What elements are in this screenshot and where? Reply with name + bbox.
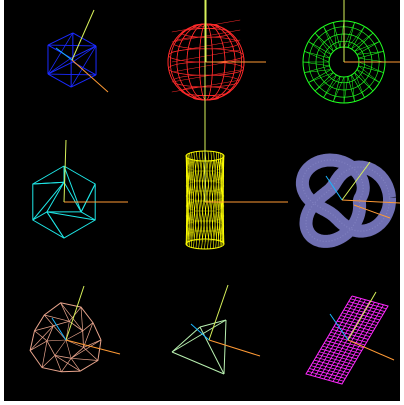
axis-y (208, 284, 229, 341)
axis-y (63, 139, 67, 203)
wire-plane[interactable] (305, 295, 389, 385)
axis-z (55, 47, 73, 61)
axis-x (65, 339, 121, 355)
3d-scene[interactable] (4, 0, 400, 401)
wire-cube[interactable] (47, 32, 97, 88)
wire-geosphere[interactable] (29, 302, 102, 373)
axis-x-secondary (353, 204, 391, 219)
gizmo-axes (190, 284, 261, 357)
axis-x (347, 339, 395, 361)
gizmo-axes (204, 0, 288, 203)
axis-y (65, 285, 85, 341)
axis-y (347, 291, 377, 341)
wire-icosahedron[interactable] (32, 165, 96, 239)
axis-z (329, 313, 349, 341)
gizmo-axes (55, 9, 109, 93)
gizmo-axes (325, 161, 400, 204)
axis-x (208, 339, 261, 357)
gizmo-axes (329, 291, 395, 361)
axis-y (71, 9, 95, 61)
axis-z (190, 323, 210, 341)
gizmo-axes (343, 0, 400, 63)
gizmo-axes (51, 285, 121, 355)
axis-x (71, 59, 109, 93)
3d-viewport[interactable] (4, 0, 400, 401)
wire-cylinder[interactable] (185, 150, 225, 250)
gizmo-axes (63, 139, 128, 203)
axis-z (51, 317, 67, 341)
axis-y (341, 161, 371, 201)
wire-tetrahedron[interactable] (171, 319, 227, 375)
axis-z (325, 175, 343, 201)
gizmo-axes (205, 0, 266, 63)
axis-x (341, 199, 400, 204)
